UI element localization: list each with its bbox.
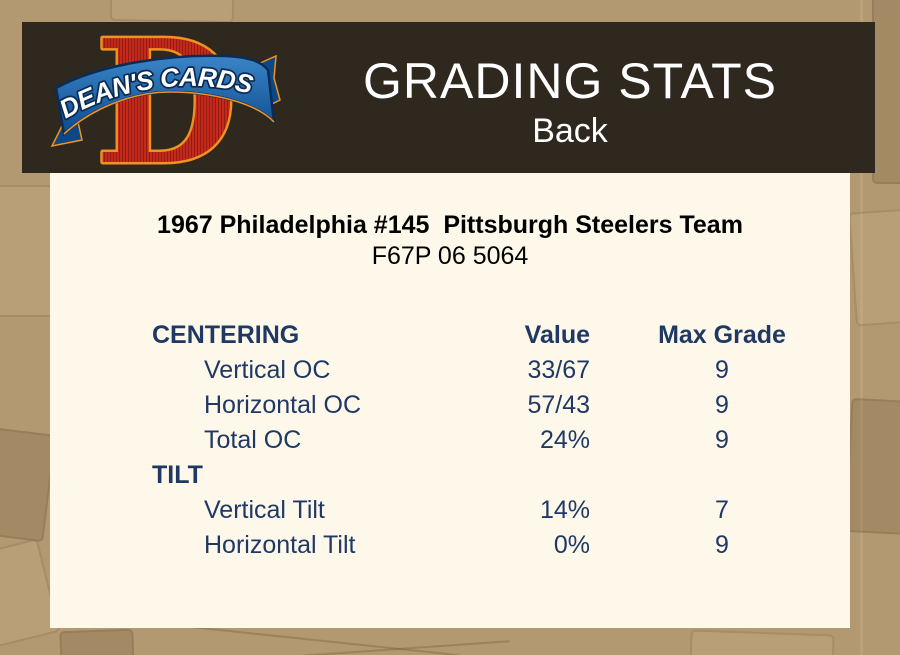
collage-card [689, 629, 835, 655]
table-section-row-tilt: TILT [152, 458, 850, 493]
table-row-total-oc: Total OC 24% 9 [152, 423, 850, 458]
header-titles: GRADING STATS Back [300, 22, 840, 173]
row-value: 57/43 [527, 391, 590, 419]
row-value: 0% [553, 531, 590, 559]
card-side-label: Back [532, 112, 608, 150]
table-row-horizontal-tilt: Horizontal Tilt 0% 9 [152, 528, 850, 563]
section-label-centering: CENTERING [152, 321, 300, 349]
collage-card [59, 628, 135, 655]
collage-line [230, 640, 510, 655]
section-label-tilt: TILT [152, 461, 203, 489]
collage-divider [860, 0, 863, 655]
empty-cell [590, 458, 854, 493]
table-row-vertical-oc: Vertical OC 33/67 9 [152, 353, 850, 388]
card-code: F67P 06 5064 [371, 242, 529, 270]
row-value: 24% [539, 426, 590, 454]
collage-card [0, 425, 57, 543]
collage-card [0, 185, 54, 317]
collage-card [872, 0, 900, 184]
card-title: 1967 Philadelphia #145 Pittsburgh Steele… [157, 211, 743, 239]
stats-table: CENTERING Value Max Grade Vertical OC 33… [50, 318, 850, 563]
ribbon-trim [63, 91, 275, 135]
table-row-vertical-tilt: Vertical Tilt 14% 7 [152, 493, 850, 528]
row-value: 33/67 [527, 356, 590, 384]
row-max-grade: 7 [715, 496, 729, 524]
row-max-grade: 9 [715, 391, 729, 419]
grading-stats-title: GRADING STATS [363, 53, 777, 109]
row-max-grade: 9 [715, 426, 729, 454]
collage-card [848, 207, 900, 327]
row-label: Vertical OC [204, 356, 331, 384]
table-header-row: CENTERING Value Max Grade [152, 318, 850, 353]
table-row-horizontal-oc: Horizontal OC 57/43 9 [152, 388, 850, 423]
deans-cards-logo: D DEAN'S CARDS [50, 30, 281, 170]
collage-card [109, 0, 235, 24]
row-label: Vertical Tilt [204, 496, 325, 524]
grading-panel: 1967 Philadelphia #145 Pittsburgh Steele… [50, 173, 850, 628]
max-grade-column-header: Max Grade [658, 321, 786, 349]
value-column-header: Value [524, 321, 590, 349]
row-label: Total OC [204, 426, 302, 454]
row-label: Horizontal OC [204, 391, 361, 419]
row-max-grade: 9 [715, 356, 729, 384]
row-label: Horizontal Tilt [204, 531, 356, 559]
empty-cell [440, 458, 590, 493]
row-value: 14% [539, 496, 590, 524]
row-max-grade: 9 [715, 531, 729, 559]
header-bar: D DEAN'S CARDS GRADING STATS Back [22, 22, 875, 173]
